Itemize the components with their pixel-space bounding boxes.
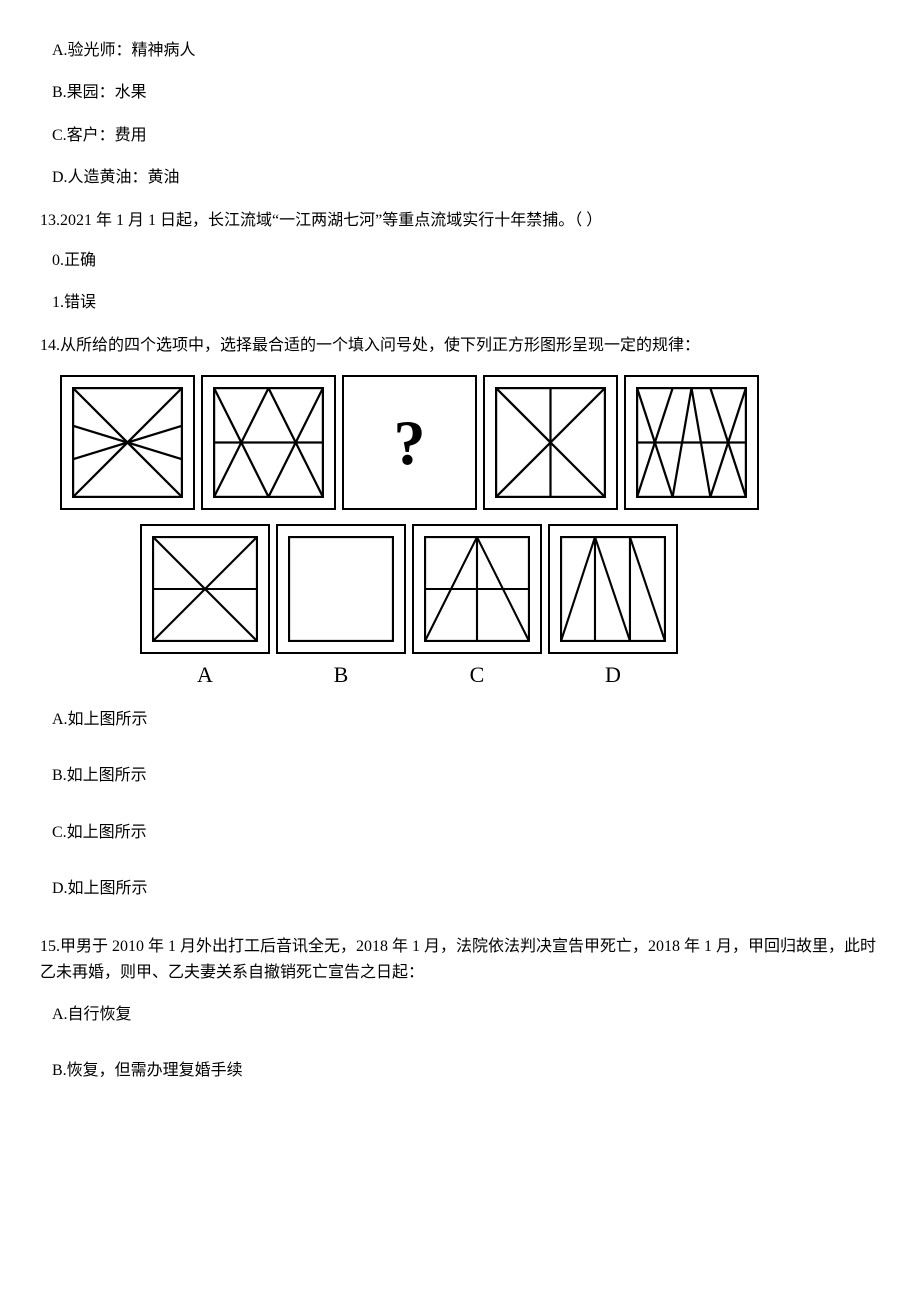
q13-option-1[interactable]: 1.错误 [52, 292, 880, 314]
q14-stem: 14.从所给的四个选项中，选择最合适的一个填入问号处，使下列正方形图形呈现一定的… [40, 335, 880, 357]
q14-panel-question: ? [342, 375, 477, 510]
q14-label-b: B [276, 660, 406, 691]
q14-answer-row [140, 524, 880, 654]
q14-label-c: C [412, 660, 542, 691]
q14-option-d[interactable]: D.如上图所示 [52, 878, 880, 900]
q14-option-a[interactable]: A.如上图所示 [52, 709, 880, 731]
q14-figure-row: ? [60, 375, 880, 510]
q14-answer-b-figure[interactable] [276, 524, 406, 654]
q14-panel-5 [624, 375, 759, 510]
q13-stem: 13.2021 年 1 月 1 日起，长江流域“一江两湖七河”等重点流域实行十年… [40, 210, 880, 232]
q14-answer-d-figure[interactable] [548, 524, 678, 654]
q15-option-b[interactable]: B.恢复，但需办理复婚手续 [52, 1060, 880, 1082]
question-mark-icon: ? [394, 398, 426, 488]
q14-panel-2 [201, 375, 336, 510]
q14-answer-c-figure[interactable] [412, 524, 542, 654]
q15-stem: 15.甲男于 2010 年 1 月外出打工后音讯全无，2018 年 1 月，法院… [40, 934, 880, 985]
q13-option-0[interactable]: 0.正确 [52, 250, 880, 272]
q14-option-b[interactable]: B.如上图所示 [52, 765, 880, 787]
q14-option-c[interactable]: C.如上图所示 [52, 822, 880, 844]
q12-option-d[interactable]: D.人造黄油：黄油 [52, 167, 880, 189]
q15-option-a[interactable]: A.自行恢复 [52, 1004, 880, 1026]
q14-label-d: D [548, 660, 678, 691]
q14-panel-4 [483, 375, 618, 510]
q14-label-a: A [140, 660, 270, 691]
q12-option-a[interactable]: A.验光师：精神病人 [52, 40, 880, 62]
q12-option-b[interactable]: B.果园：水果 [52, 82, 880, 104]
q14-panel-1 [60, 375, 195, 510]
q14-answer-labels: A B C D [140, 660, 880, 691]
q12-option-c[interactable]: C.客户：费用 [52, 125, 880, 147]
q14-answer-a-figure[interactable] [140, 524, 270, 654]
